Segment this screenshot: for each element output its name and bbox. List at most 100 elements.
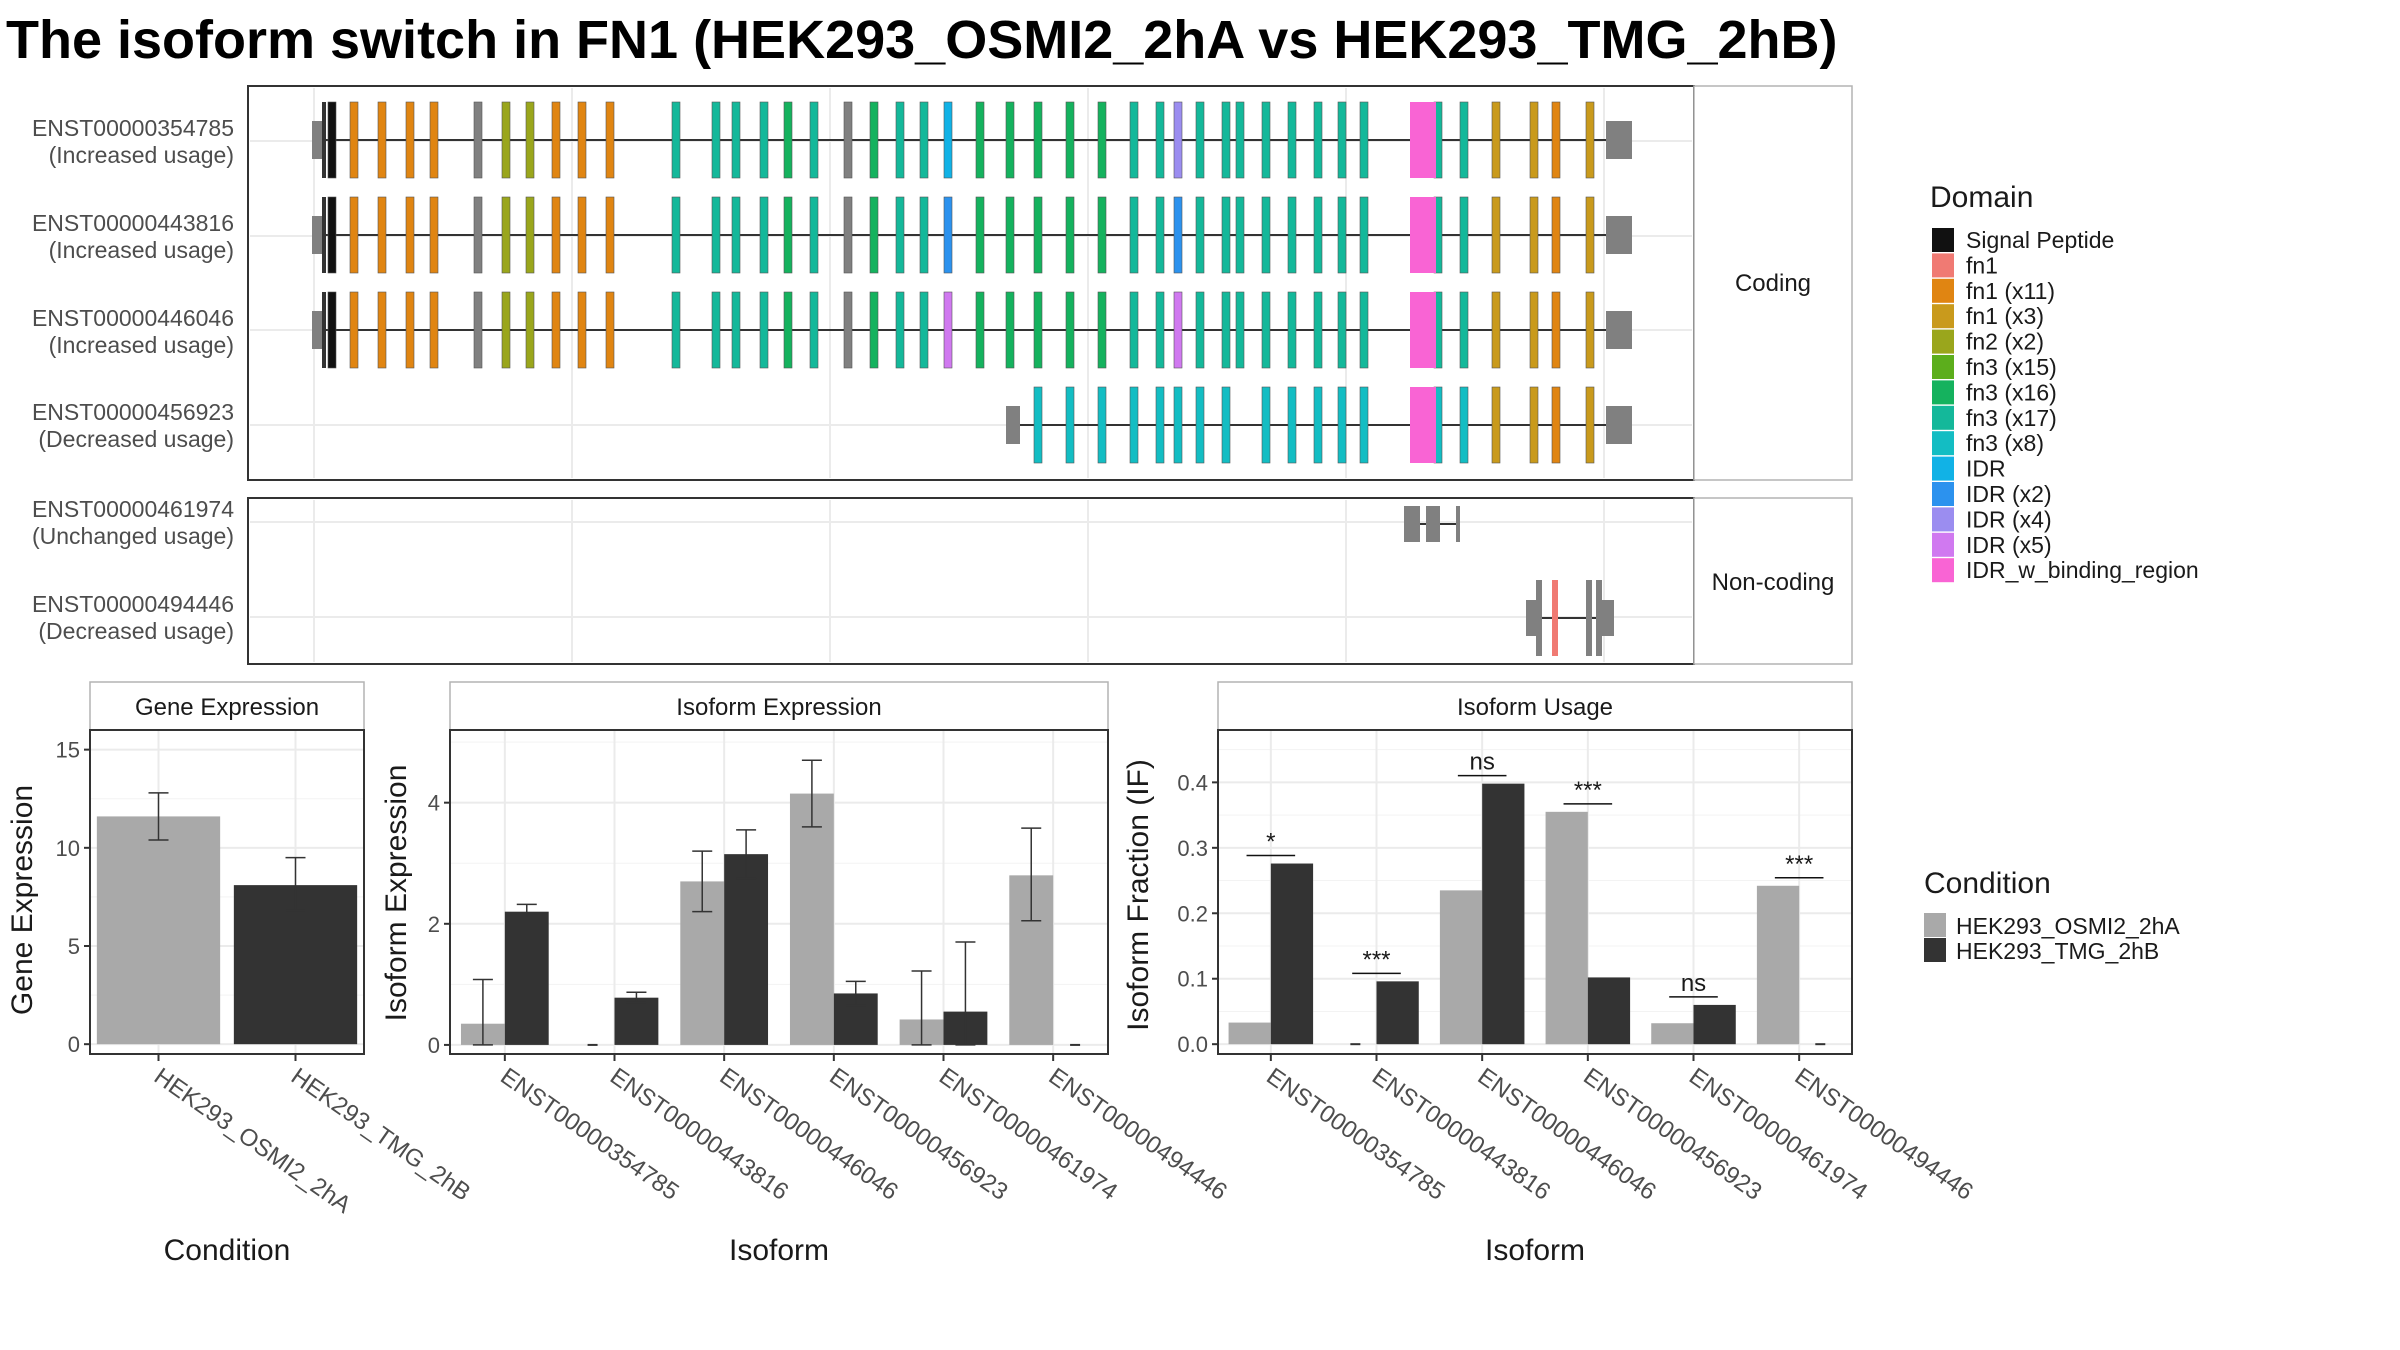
exon — [1459, 386, 1469, 464]
exon — [1359, 196, 1369, 274]
isoform-track — [312, 291, 1632, 369]
bar — [233, 885, 358, 1045]
exon — [473, 101, 483, 179]
isoform-structure-plot: Coding Non-coding ENST00000354785 (Incre… — [32, 85, 1853, 665]
isoform-track — [1404, 506, 1460, 542]
x-axis-title: Isoform — [729, 1234, 829, 1267]
y-tick-label: 5 — [68, 934, 80, 959]
exon — [759, 101, 769, 179]
exon — [1173, 386, 1183, 464]
exon — [525, 101, 535, 179]
isoform-id-label: ENST00000461974 — [32, 496, 234, 522]
x-tick-label: ENST00000443816 — [1367, 1063, 1555, 1206]
exon — [895, 196, 905, 274]
exon — [1404, 506, 1420, 542]
exon — [1005, 101, 1015, 179]
isoform-usage-panel: Isoform Usage 0.0 0.1 0.2 0.3 0.4 ENST0000035… — [1122, 681, 1978, 1267]
exon — [1235, 291, 1245, 369]
exon — [843, 291, 853, 369]
legend-key-domain — [1932, 507, 1954, 532]
x-axis-title: Isoform — [1485, 1234, 1585, 1267]
exon — [1313, 196, 1323, 274]
exon — [551, 196, 561, 274]
exon — [1261, 386, 1271, 464]
exon — [1459, 196, 1469, 274]
x-tick-label: ENST00000461974 — [1684, 1063, 1872, 1206]
noncoding-strip-label: Non-coding — [1712, 569, 1835, 596]
exon — [525, 196, 535, 274]
x-tick-label: ENST00000446046 — [715, 1063, 903, 1206]
y-axis-title: Isoform Expression — [380, 765, 413, 1022]
x-axis-title: Condition — [164, 1234, 291, 1267]
y-tick-label: 15 — [56, 738, 80, 763]
bar — [1693, 1004, 1736, 1045]
exon — [1155, 101, 1165, 179]
exon — [1155, 291, 1165, 369]
exon — [429, 101, 439, 179]
exon — [1097, 386, 1107, 464]
utr-exon — [1602, 600, 1614, 636]
coding-panel-frame — [247, 85, 1695, 481]
exon — [1129, 196, 1139, 274]
x-tick-label: ENST00000456923 — [1578, 1063, 1766, 1206]
exon — [405, 101, 415, 179]
exon — [605, 196, 615, 274]
exon — [1552, 580, 1558, 656]
isoform-usage-label: (Decreased usage) — [38, 426, 234, 452]
legend-label-domain: IDR_w_binding_region — [1966, 557, 2199, 583]
exon — [1005, 196, 1015, 274]
exon — [577, 196, 587, 274]
exon — [919, 101, 929, 179]
isoform-tracks — [312, 101, 1632, 656]
plot-background — [1218, 730, 1852, 1054]
exon — [1337, 101, 1347, 179]
exon — [1491, 101, 1501, 179]
exon — [1529, 196, 1539, 274]
exon — [759, 196, 769, 274]
exon — [843, 196, 853, 274]
exon — [577, 291, 587, 369]
exon — [1491, 386, 1501, 464]
exon — [1536, 580, 1542, 656]
exon — [711, 196, 721, 274]
isoform-labels: ENST00000354785 (Increased usage) ENST00… — [32, 115, 234, 644]
exon — [1195, 196, 1205, 274]
significance-label: *** — [1362, 946, 1390, 973]
exon — [322, 197, 326, 273]
isoform-track — [312, 101, 1632, 179]
utr-exon — [1006, 406, 1020, 444]
panel-strip — [89, 681, 365, 731]
exon — [1129, 101, 1139, 179]
exon — [1585, 291, 1595, 369]
y-tick-label: 0.4 — [1177, 770, 1208, 795]
exon — [1585, 386, 1595, 464]
y-tick-label: 0 — [68, 1032, 80, 1057]
bar — [1482, 783, 1525, 1045]
exon — [1287, 101, 1297, 179]
exon — [1337, 291, 1347, 369]
condition-legend-title: Condition — [1924, 867, 2051, 900]
exon — [1097, 291, 1107, 369]
exon-binding-region — [1410, 292, 1436, 368]
bar — [1376, 981, 1419, 1045]
legend-key-domain — [1932, 253, 1954, 278]
legend-label-domain: fn3 (x16) — [1966, 379, 2057, 405]
y-tick-label: 10 — [56, 836, 80, 861]
significance-label: *** — [1574, 777, 1602, 804]
utr-exon — [1606, 121, 1632, 159]
exon — [1221, 291, 1231, 369]
isoform-usage-label: (Increased usage) — [49, 237, 234, 263]
isoform-id-label: ENST00000456923 — [32, 399, 234, 425]
exon — [943, 291, 953, 369]
isoform-usage-label: (Increased usage) — [49, 142, 234, 168]
noncoding-strip — [1693, 497, 1853, 665]
exon — [1155, 196, 1165, 274]
exon — [1195, 386, 1205, 464]
domain-legend-title: Domain — [1930, 181, 2033, 214]
legend-key-condition-a — [1924, 913, 1946, 937]
exon — [1033, 386, 1043, 464]
exon — [975, 196, 985, 274]
exon — [783, 101, 793, 179]
exon — [869, 101, 879, 179]
